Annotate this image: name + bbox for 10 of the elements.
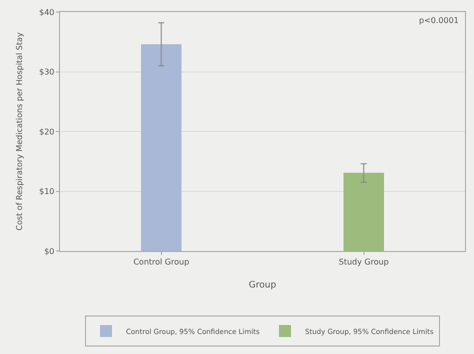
x-axis-title: Group — [248, 280, 276, 290]
y-tick-label: $10 — [39, 187, 54, 196]
y-tick-label: $0 — [44, 246, 54, 256]
y-tick-label: $40 — [39, 8, 54, 17]
x-tick-label: Control Group — [133, 258, 190, 267]
x-tick-label: Study Group — [338, 258, 389, 267]
y-axis-title: Cost of Respiratory Medications per Hospital Stay — [14, 32, 24, 231]
y-tick-label: $20 — [39, 127, 54, 136]
y-tick-label: $30 — [39, 68, 54, 77]
annotation: p<0.0001 — [419, 16, 459, 25]
